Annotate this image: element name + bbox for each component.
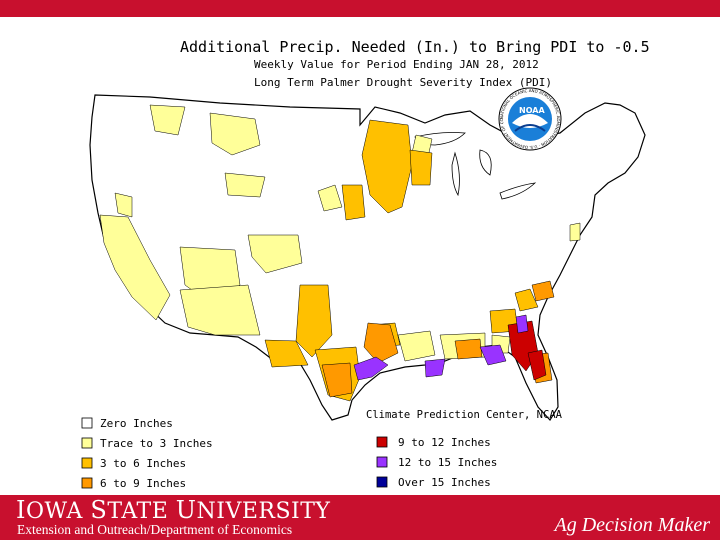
three-six-region-sc xyxy=(514,288,539,312)
drought-map: Additional Precip. Needed (In.) to Bring… xyxy=(60,35,650,490)
three-six-region-mn-east xyxy=(409,149,433,186)
trace-region-az-nm xyxy=(179,284,261,336)
three-six-region-ne-sd xyxy=(341,184,366,221)
legend-item-nine-twelve: 9 to 12 Inches xyxy=(376,436,491,449)
nine-twelve-region-fl xyxy=(527,349,547,381)
svg-text:9 to 12 Inches: 9 to 12 Inches xyxy=(398,436,491,449)
map-credit: Climate Prediction Center, NCAA xyxy=(366,409,563,421)
drought-map-figure: Additional Precip. Needed (In.) to Bring… xyxy=(60,35,660,495)
legend-left: Zero Inches Trace to 3 Inches 3 to 6 Inc… xyxy=(81,417,213,490)
six-nine-region-tx-coast xyxy=(321,362,353,398)
lake-huron xyxy=(479,149,492,176)
three-six-region-tx-west xyxy=(295,284,333,358)
twelve-fifteen-region-tx-coast xyxy=(353,356,389,381)
legend-item-six-nine: 6 to 9 Inches xyxy=(81,477,186,490)
legend-item-twelve-fifteen: 12 to 15 Inches xyxy=(376,456,497,469)
legend-item-three-six: 3 to 6 Inches xyxy=(81,457,186,470)
nine-twelve-region-group xyxy=(507,320,547,381)
trace-region-pacific-nw xyxy=(149,104,186,136)
trace-region-wy xyxy=(224,172,266,198)
trace-region-idaho-mt xyxy=(209,112,261,156)
footer-brand-bar xyxy=(0,495,720,540)
university-wordmark: IOWA STATE UNIVERSITY xyxy=(16,496,331,524)
twelve-fifteen-region-sc-coast xyxy=(515,314,529,334)
trace-region-central xyxy=(317,184,343,212)
svg-text:Zero Inches: Zero Inches xyxy=(100,417,173,430)
trace-region-la xyxy=(397,330,436,362)
trace-region-co xyxy=(247,234,303,274)
legend-item-zero: Zero Inches xyxy=(81,417,173,430)
three-six-region-sw-tx xyxy=(264,339,309,368)
map-title: Additional Precip. Needed (In.) to Bring… xyxy=(180,38,650,56)
trace-region-ca-north xyxy=(114,192,133,218)
map-subtitle-index: Long Term Palmer Drought Severity Index … xyxy=(254,76,552,89)
top-brand-bar xyxy=(0,0,720,17)
svg-text:12 to 15 Inches: 12 to 15 Inches xyxy=(398,456,497,469)
svg-text:Trace to 3 Inches: Trace to 3 Inches xyxy=(100,437,213,450)
legend-right: 9 to 12 Inches 12 to 15 Inches Over 15 I… xyxy=(376,436,497,489)
legend-item-over-fifteen: Over 15 Inches xyxy=(376,476,491,489)
twelve-fifteen-region-group xyxy=(353,314,529,381)
svg-text:6 to 9 Inches: 6 to 9 Inches xyxy=(100,477,186,490)
lake-michigan xyxy=(451,151,460,197)
twelve-fifteen-region-ga xyxy=(479,344,507,366)
department-subline: Extension and Outreach/Department of Eco… xyxy=(17,522,293,537)
trace-region-nj xyxy=(569,222,581,242)
trace-region-ca-coast xyxy=(99,214,171,321)
six-nine-region-nc xyxy=(531,280,555,302)
six-nine-region-al xyxy=(454,338,483,360)
svg-text:Over 15 Inches: Over 15 Inches xyxy=(398,476,491,489)
map-subtitle-period: Weekly Value for Period Ending JAN 28, 2… xyxy=(254,58,539,71)
three-six-region-mn-ia xyxy=(361,119,413,214)
six-nine-region-la xyxy=(363,322,399,364)
ag-decision-maker-brand: Ag Decision Maker xyxy=(554,514,710,536)
svg-text:3 to 6 Inches: 3 to 6 Inches xyxy=(100,457,186,470)
trace-region-group xyxy=(99,104,581,362)
legend-item-trace: Trace to 3 Inches xyxy=(81,437,213,450)
noaa-logo-text: NOAA xyxy=(519,106,545,115)
twelve-fifteen-region-la-coast xyxy=(424,358,446,378)
lake-erie xyxy=(499,182,537,200)
